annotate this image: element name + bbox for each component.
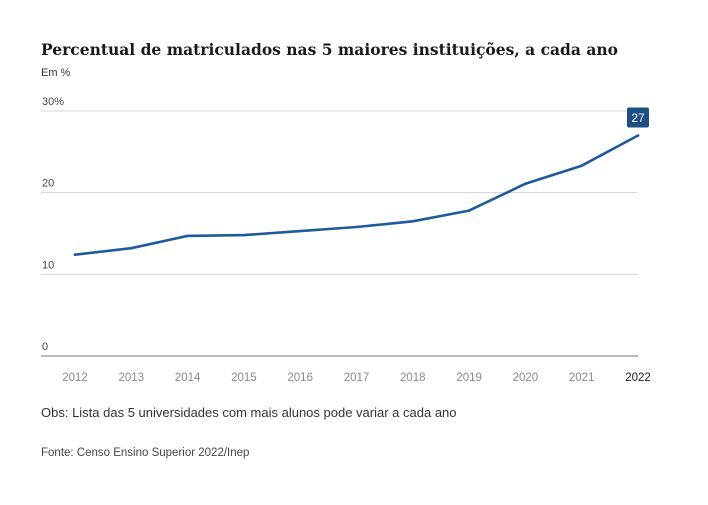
y-tick-label: 10 [42,259,54,271]
y-tick-labels: 0 10 20 30% [42,96,64,353]
data-point [467,209,471,212]
x-tick-label: 2014 [175,372,201,384]
series-line [73,134,640,256]
end-value-label: 27 [631,111,645,125]
x-tick-label: 2019 [456,372,482,384]
x-tick-label: 2018 [400,372,426,384]
x-tick-label: 2012 [62,372,88,384]
data-point [411,219,415,223]
data-point [355,225,358,229]
chart-note: Obs: Lista das 5 universidades com mais … [41,405,457,420]
x-tick-labels: 2012 2013 2014 2015 2016 2017 2018 2019 2020 2021… [62,372,651,384]
data-point [130,246,133,250]
y-tick-label: 30% [42,96,64,108]
series [73,134,640,257]
x-tick-label: 2013 [119,372,145,384]
data-point [524,182,527,185]
data-point [580,164,583,168]
end-value-badge [627,107,649,128]
chart-subtitle: Em % [41,67,71,79]
x-tick-label: 2015 [231,372,257,384]
data-point [298,229,302,233]
y-tick-label: 20 [42,178,54,190]
y-tick-label: 0 [42,341,48,353]
data-point [636,134,640,137]
x-tick-label: 2016 [287,372,313,384]
data-point [186,234,189,238]
x-tick-label: 2020 [513,372,539,384]
data-point [73,253,77,257]
data-labels: 27 [627,107,649,128]
chart-title: Percentual de matriculados nas 5 maiores… [41,40,618,59]
chart-source: Fonte: Censo Ensino Superior 2022/Inep [41,447,250,459]
x-tick-label: 2017 [344,372,370,384]
data-point [242,233,246,237]
x-tick-label: 2022 [625,372,651,384]
x-tick-label: 2021 [569,372,595,384]
gridlines [41,110,638,357]
